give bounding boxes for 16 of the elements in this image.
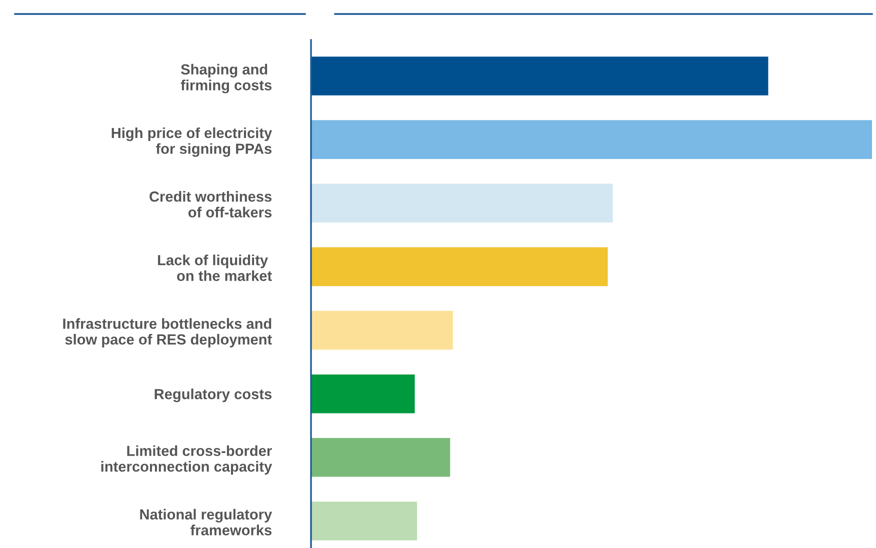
y-tick-label: Credit worthiness of off-takers	[150, 191, 272, 218]
y-tick-label: National regulatory frameworks	[140, 508, 272, 536]
bar	[311, 438, 450, 477]
y-tick-label: Infrastructure bottlenecks and slow pace of RES deployment	[63, 318, 272, 348]
bar	[311, 310, 453, 350]
y-tick-label: High price of electricity for signing PPAs	[112, 127, 272, 157]
bar	[311, 502, 418, 540]
bar	[311, 374, 415, 414]
bar	[311, 56, 768, 96]
bar	[311, 184, 613, 223]
y-tick-label: Regulatory costs	[154, 388, 272, 402]
y-tick-label: Limited cross-border interconnection capacity	[101, 445, 272, 475]
bar	[311, 247, 608, 286]
bar	[311, 120, 872, 159]
y-tick-label: Lack of liquidity on the market	[158, 254, 272, 282]
y-tick-label: Shaping and firming costs	[180, 64, 272, 94]
